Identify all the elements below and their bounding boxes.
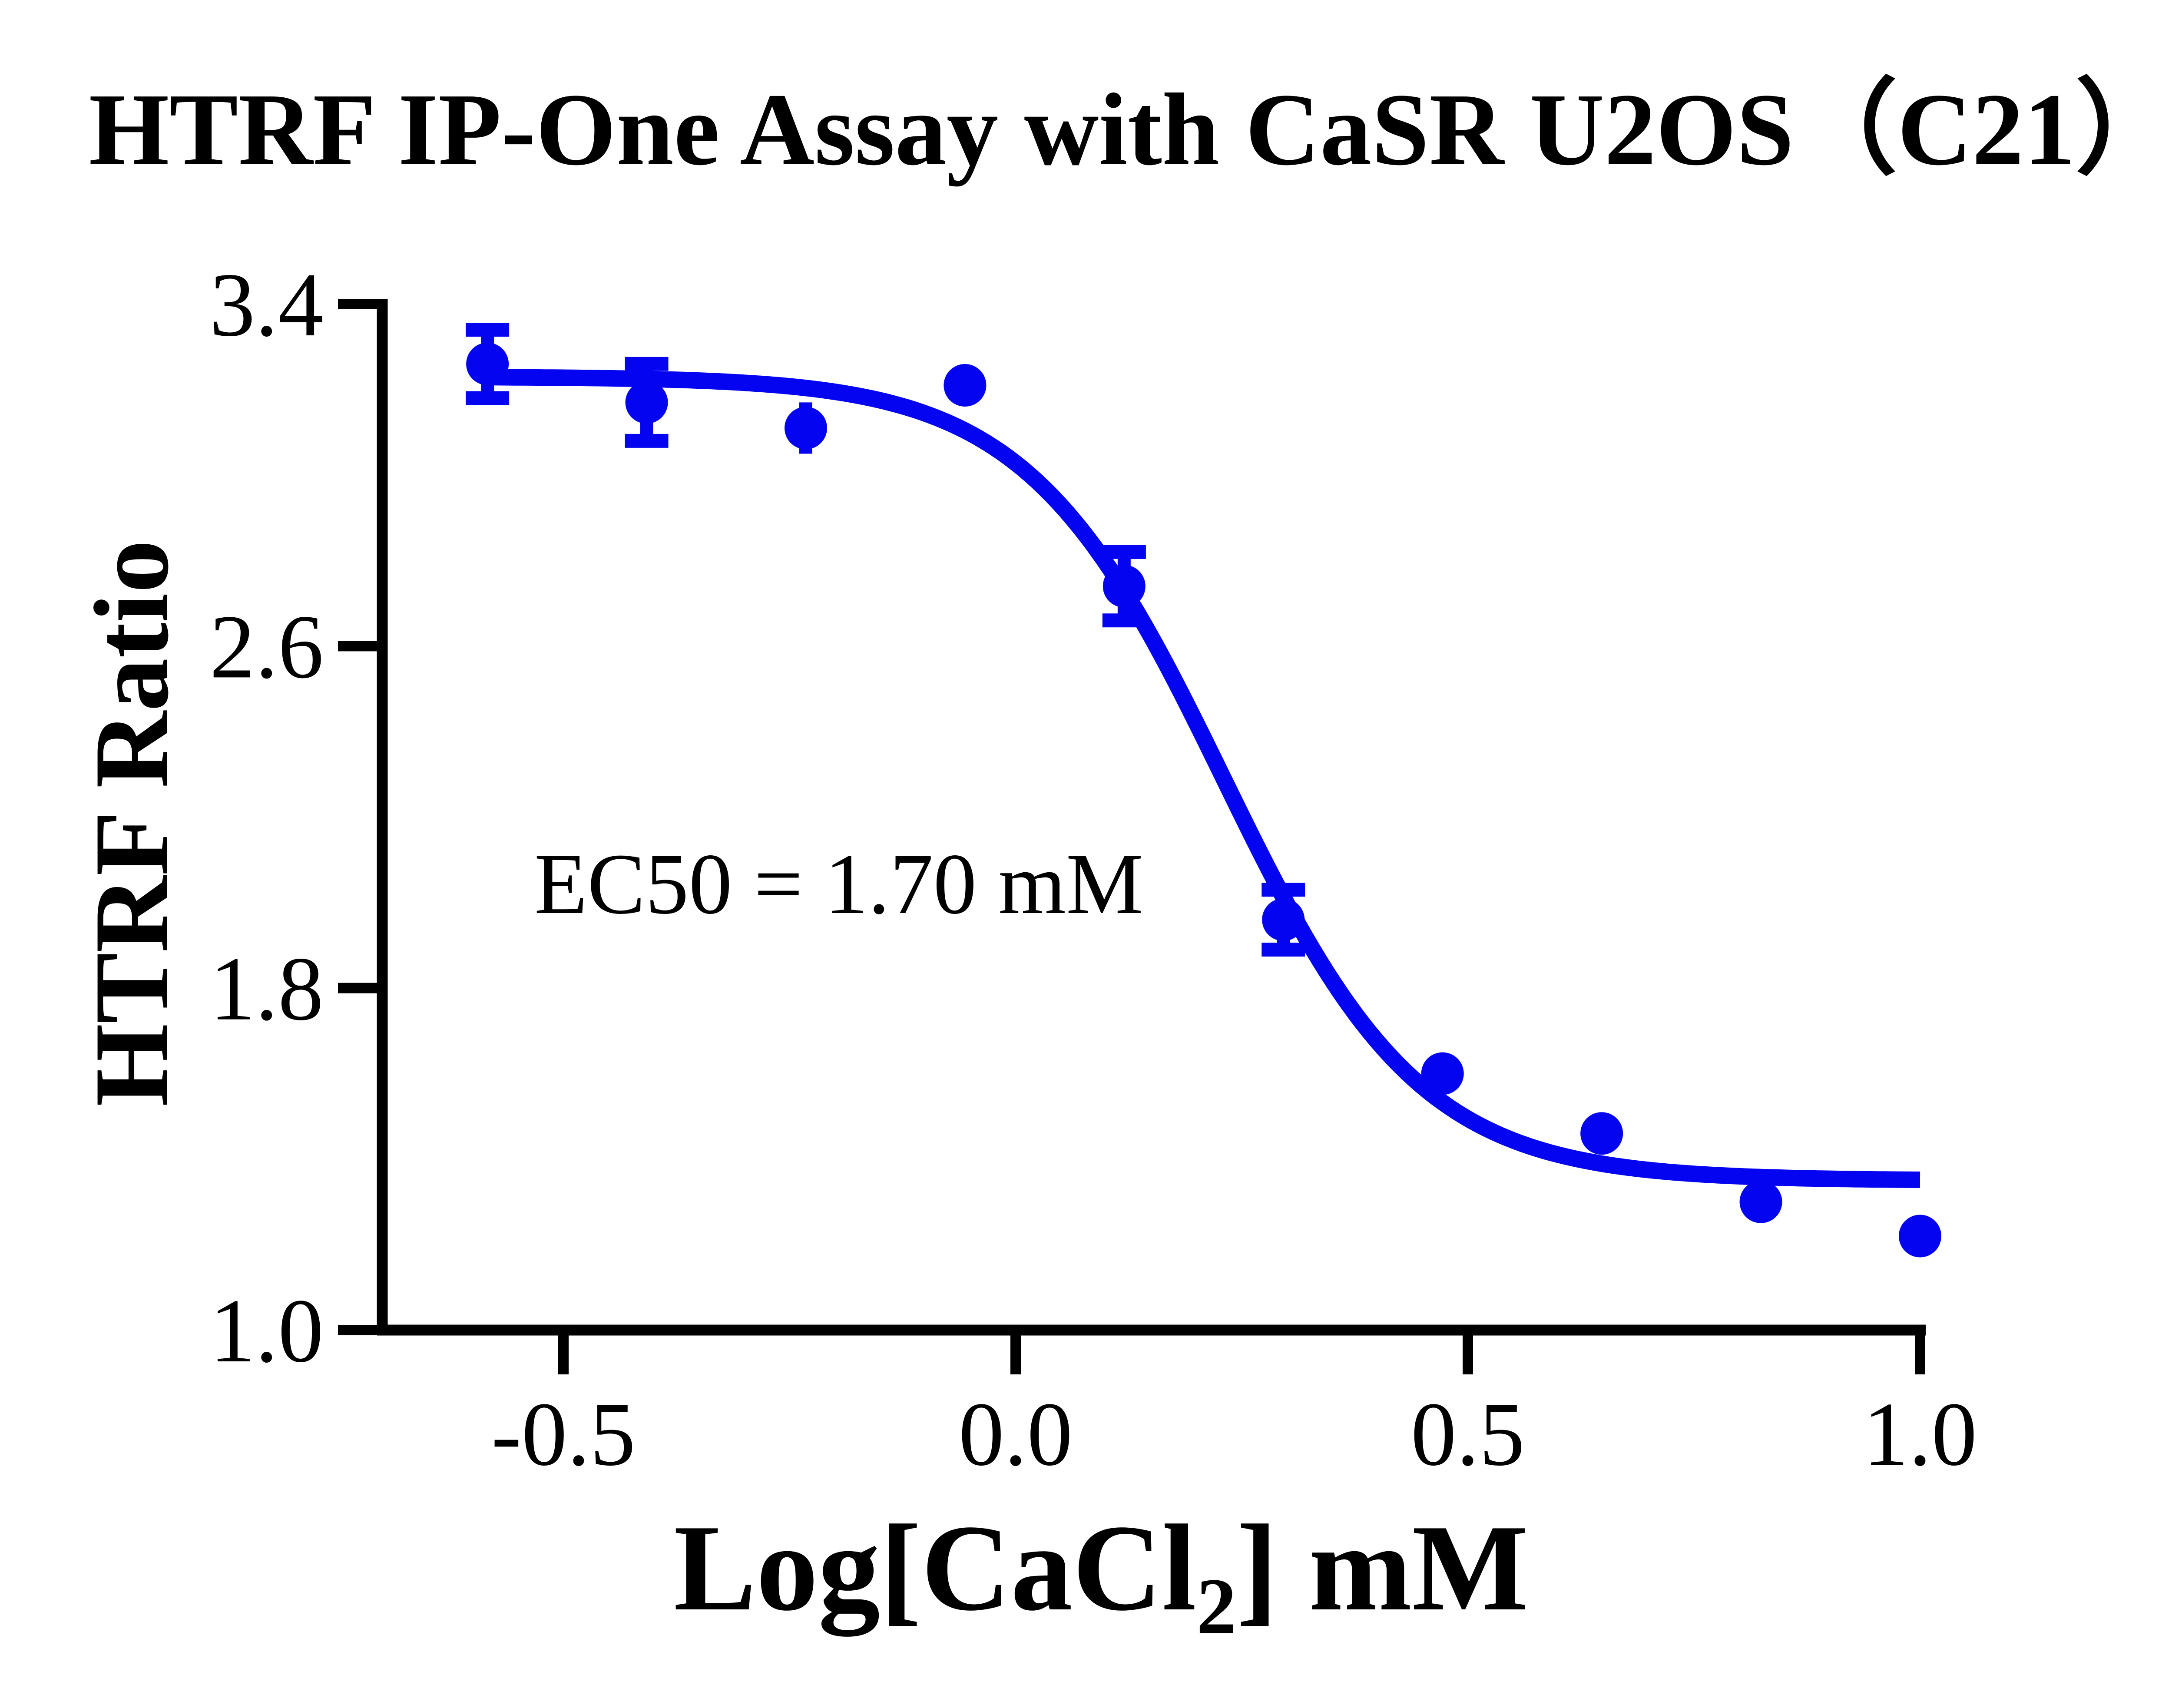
ec50-annotation: EC50 = 1.70 mM [534, 836, 1143, 932]
data-point [1103, 565, 1146, 608]
data-point [625, 381, 668, 424]
x-tick-label: 1.0 [1863, 1384, 1977, 1485]
x-axis-title-pre: Log[CaCl [674, 1499, 1196, 1638]
y-tick-label: 3.4 [210, 255, 324, 355]
data-point [1739, 1180, 1782, 1223]
y-axis-title: HTRF Ratio [73, 540, 190, 1106]
x-tick-label: 0.0 [959, 1384, 1073, 1485]
chart-title: HTRF IP-One Assay with CaSR U2OS（C21） [89, 73, 2172, 187]
x-axis-title-post: ] mM [1237, 1499, 1529, 1636]
y-tick-label: 1.0 [210, 1281, 324, 1381]
data-point [1421, 1052, 1464, 1095]
y-tick-label: 1.8 [210, 939, 324, 1039]
data-point [784, 407, 827, 450]
x-axis-title: Log[CaCl2] mM [674, 1499, 1529, 1651]
data-point [466, 342, 509, 385]
plot-area: -0.5 0.0 0.5 1.0 3.4 2.6 1.8 1.0 [210, 255, 1977, 1485]
data-point [1899, 1215, 1941, 1258]
fit-curve [487, 369, 1920, 1188]
data-point [944, 364, 987, 407]
data-point [1262, 898, 1305, 941]
x-tick-label: 0.5 [1411, 1384, 1525, 1485]
y-tick-label: 2.6 [210, 596, 324, 697]
x-tick-label: -0.5 [491, 1384, 636, 1485]
data-point [1580, 1112, 1623, 1155]
x-axis-title-subscript: 2 [1196, 1562, 1237, 1651]
